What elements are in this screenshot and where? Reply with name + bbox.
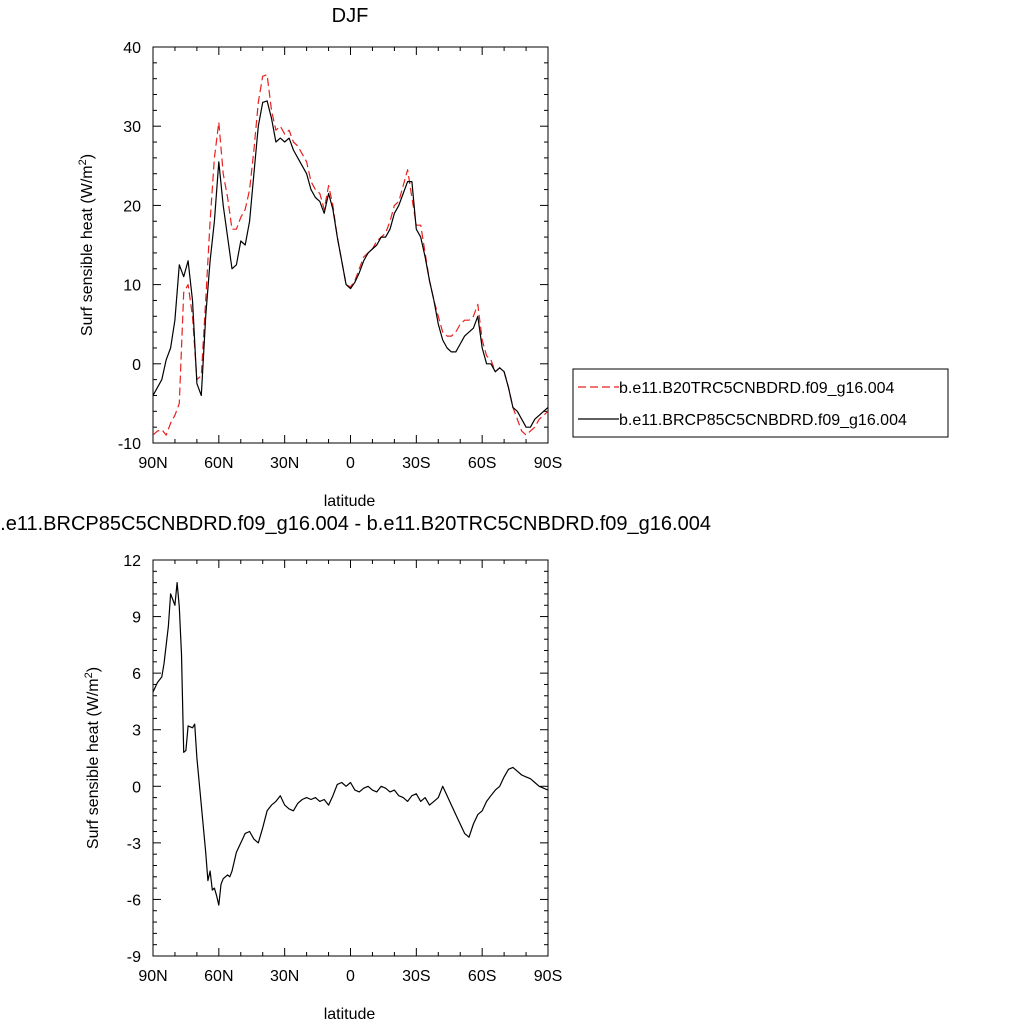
y-tick-label: 9 (132, 610, 141, 627)
y-tick-label: 12 (123, 553, 141, 570)
x-axis-label: latitude (324, 1006, 376, 1023)
y-axis-label-superscript: 2 (83, 672, 95, 678)
y-tick-label: 6 (132, 666, 141, 683)
y-axis-label: Surf sensible heat (W/m2) (83, 667, 102, 849)
y-tick-label: -10 (118, 436, 141, 453)
series-line-1 (153, 581, 548, 906)
y-tick-label: 20 (123, 198, 141, 215)
y-tick-label: -6 (127, 892, 141, 909)
x-tick-label: 30S (402, 968, 430, 985)
y-tick-label: 10 (123, 278, 141, 295)
x-tick-label: 30N (270, 455, 299, 472)
x-tick-label: 60S (468, 968, 496, 985)
plot-frame-2 (152, 559, 549, 957)
y-tick-label: 40 (123, 40, 141, 57)
x-tick-label: 0 (346, 968, 355, 985)
y-tick-label: 0 (132, 357, 141, 374)
x-axis-label: latitude (324, 493, 376, 510)
x-tick-label: 60N (204, 968, 233, 985)
y-axis-label-superscript: 2 (77, 159, 89, 165)
legend-label-1: b.e11.B20TRC5CNBDRD.f09_g16.004 (619, 380, 895, 397)
y-tick-label: -9 (127, 949, 141, 966)
x-tick-label: 30N (270, 968, 299, 985)
x-tick-label: 60N (204, 455, 233, 472)
y-tick-label: -3 (127, 836, 141, 853)
x-tick-label: 30S (402, 455, 430, 472)
y-tick-label: 0 (132, 779, 141, 796)
legend-box (572, 368, 949, 438)
y-axis-label-text: Surf sensible heat (W/m (85, 678, 102, 849)
y-axis-label-close: ) (85, 667, 102, 672)
series-line-1 (153, 74, 548, 436)
chart-title: b.e11.BRCP85C5CNBDRD.f09_g16.004 - b.e11… (0, 513, 711, 535)
y-tick-label: 3 (132, 723, 141, 740)
y-axis-label: Surf sensible heat (W/m2) (77, 154, 96, 336)
x-tick-label: 90S (534, 968, 562, 985)
x-tick-label: 0 (346, 455, 355, 472)
y-axis-label-close: ) (79, 154, 96, 159)
legend-label-2: b.e11.BRCP85C5CNBDRD.f09_g16.004 (619, 412, 907, 429)
x-tick-label: 90S (534, 455, 562, 472)
x-tick-label: 90N (138, 968, 167, 985)
x-tick-label: 90N (138, 455, 167, 472)
y-tick-label: 30 (123, 119, 141, 136)
chart-title: DJF (332, 5, 369, 27)
series-line-2 (153, 100, 548, 428)
y-axis-label-text: Surf sensible heat (W/m (79, 165, 96, 336)
x-tick-label: 60S (468, 455, 496, 472)
